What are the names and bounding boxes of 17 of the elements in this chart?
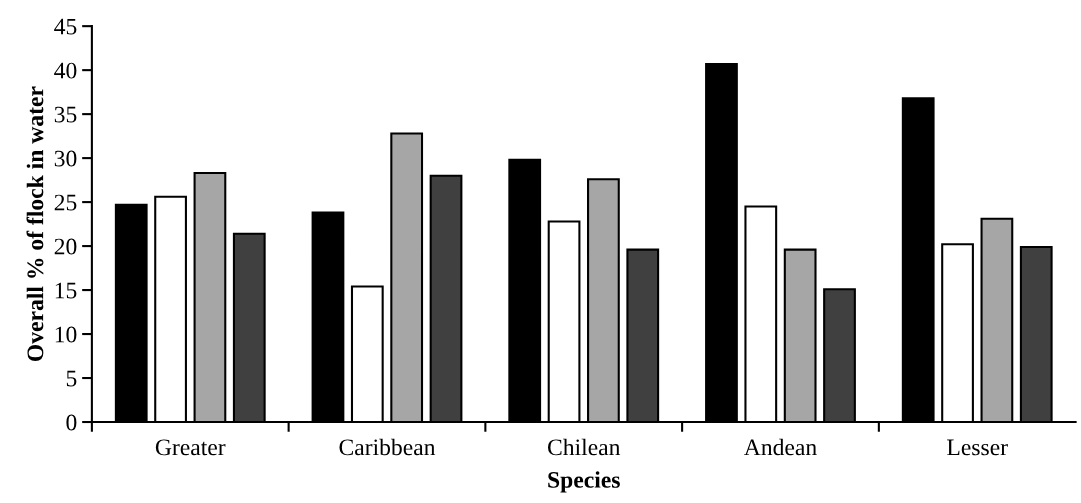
y-tick-label: 10 <box>55 326 77 343</box>
y-axis-title: Overall % of flock in water <box>26 86 44 361</box>
x-axis-title: Species <box>548 471 620 493</box>
y-tick-label: 20 <box>54 238 77 255</box>
y-tick-label: 15 <box>55 282 77 299</box>
y-tick-label: 45 <box>54 18 77 35</box>
y-tick-label: 0 <box>66 414 77 431</box>
y-tick-label: 40 <box>54 62 77 79</box>
y-tick-label: 25 <box>54 194 77 211</box>
x-tick-label: Greater <box>155 439 226 456</box>
x-tick-label: Lesser <box>947 439 1008 456</box>
x-tick-label: Caribbean <box>339 438 436 456</box>
y-tick-label: 5 <box>66 370 77 387</box>
y-tick-label: 30 <box>54 150 77 167</box>
x-tick-label: Andean <box>744 438 817 456</box>
x-tick-label: Chilean <box>547 438 621 456</box>
y-tick-label: 35 <box>54 106 77 123</box>
